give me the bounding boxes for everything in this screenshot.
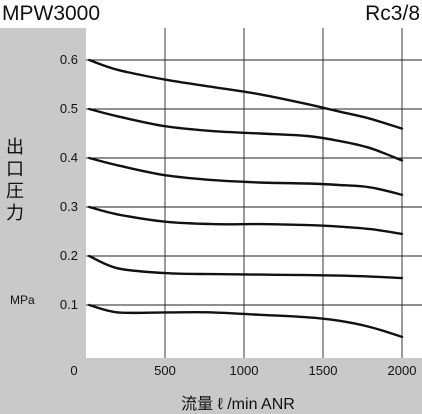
x-tick-label: 0 bbox=[70, 363, 77, 378]
pressure-curve-4 bbox=[88, 205, 404, 236]
pressure-curve-2 bbox=[88, 107, 404, 162]
pressure-curve-6 bbox=[88, 303, 404, 339]
y-axis-unit: MPa bbox=[10, 293, 35, 307]
x-tick-label: 2000 bbox=[388, 363, 417, 378]
grid-lines bbox=[86, 28, 422, 358]
pressure-curve-5 bbox=[88, 254, 404, 280]
data-series bbox=[88, 58, 404, 339]
pressure-curve-3 bbox=[88, 156, 404, 196]
x-tick-label: 1500 bbox=[309, 363, 338, 378]
y-axis-label-char: 力 bbox=[6, 203, 24, 223]
plot-area bbox=[86, 28, 422, 358]
y-axis-label-char: 圧 bbox=[6, 181, 24, 201]
y-tick-label: 0.3 bbox=[60, 199, 78, 214]
x-tick-labels: 0 500 1000 1500 2000 bbox=[70, 363, 416, 378]
y-axis-label: 出 口 圧 力 bbox=[4, 136, 26, 224]
pressure-curve-1 bbox=[88, 58, 404, 130]
x-axis-label: 流量 ℓ /min ANR bbox=[181, 395, 295, 413]
y-tick-label: 0.2 bbox=[60, 248, 78, 263]
model-title: MPW3000 bbox=[2, 2, 101, 25]
y-tick-label: 0.5 bbox=[60, 101, 78, 116]
y-axis-label-char: 口 bbox=[6, 159, 24, 179]
port-size-label: Rc3/8 bbox=[365, 2, 420, 25]
y-tick-labels: 0.1 0.2 0.3 0.4 0.5 0.6 bbox=[60, 52, 78, 312]
y-tick-label: 0.6 bbox=[60, 52, 78, 67]
y-axis-label-char: 出 bbox=[6, 137, 24, 157]
x-tick-label: 1000 bbox=[230, 363, 259, 378]
y-tick-label: 0.4 bbox=[60, 150, 78, 165]
x-tick-label: 500 bbox=[154, 363, 176, 378]
y-tick-label: 0.1 bbox=[60, 297, 78, 312]
